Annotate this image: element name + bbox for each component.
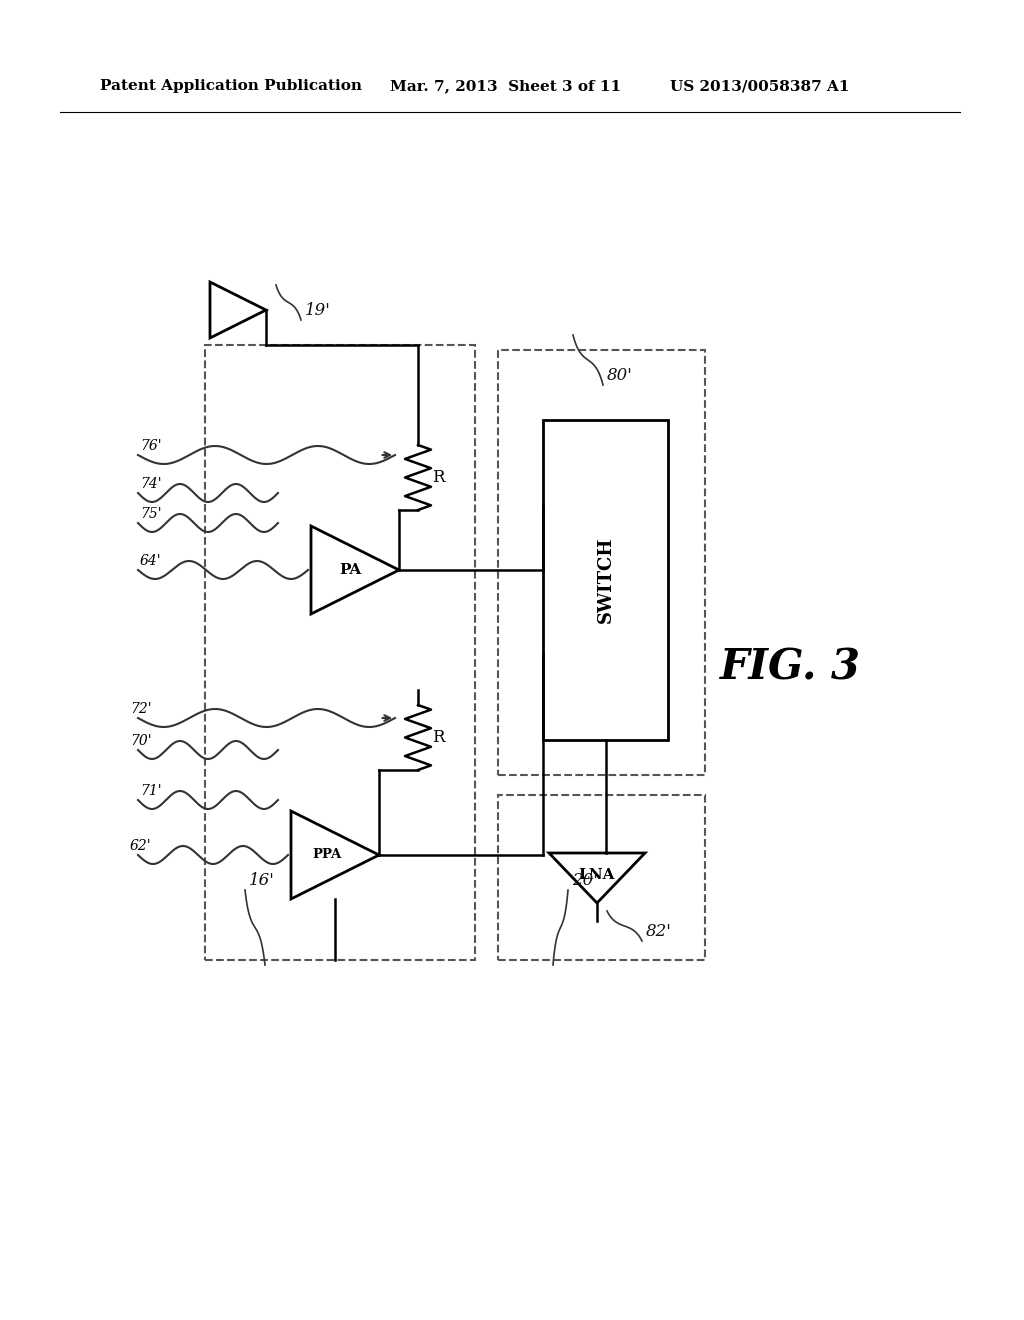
Text: 16': 16' [249, 873, 274, 888]
Text: 80': 80' [607, 367, 633, 384]
Text: LNA: LNA [579, 869, 615, 882]
Polygon shape [311, 525, 399, 614]
Text: 71': 71' [140, 784, 162, 799]
Text: Mar. 7, 2013  Sheet 3 of 11: Mar. 7, 2013 Sheet 3 of 11 [390, 79, 622, 92]
Polygon shape [549, 853, 645, 903]
Text: 70': 70' [130, 734, 152, 748]
Text: R: R [432, 469, 444, 486]
Text: 76': 76' [140, 440, 162, 453]
Text: 74': 74' [140, 477, 162, 491]
Bar [498, 350, 705, 775]
Text: 64': 64' [140, 554, 162, 568]
Text: US 2013/0058387 A1: US 2013/0058387 A1 [670, 79, 850, 92]
Text: 62': 62' [130, 840, 152, 853]
Text: SWITCH: SWITCH [597, 537, 614, 623]
Text: Patent Application Publication: Patent Application Publication [100, 79, 362, 92]
Text: R: R [432, 729, 444, 746]
Text: 20': 20' [572, 873, 598, 888]
Polygon shape [291, 810, 379, 899]
Text: PA: PA [339, 564, 361, 577]
Text: 19': 19' [305, 302, 331, 319]
Text: 72': 72' [130, 702, 152, 715]
Text: FIG. 3: FIG. 3 [720, 647, 861, 689]
Bar [205, 345, 475, 960]
Text: 82': 82' [646, 923, 672, 940]
Text: 75': 75' [140, 507, 162, 521]
Bar [498, 795, 705, 960]
Bar [543, 420, 668, 741]
Text: PPA: PPA [312, 849, 342, 862]
